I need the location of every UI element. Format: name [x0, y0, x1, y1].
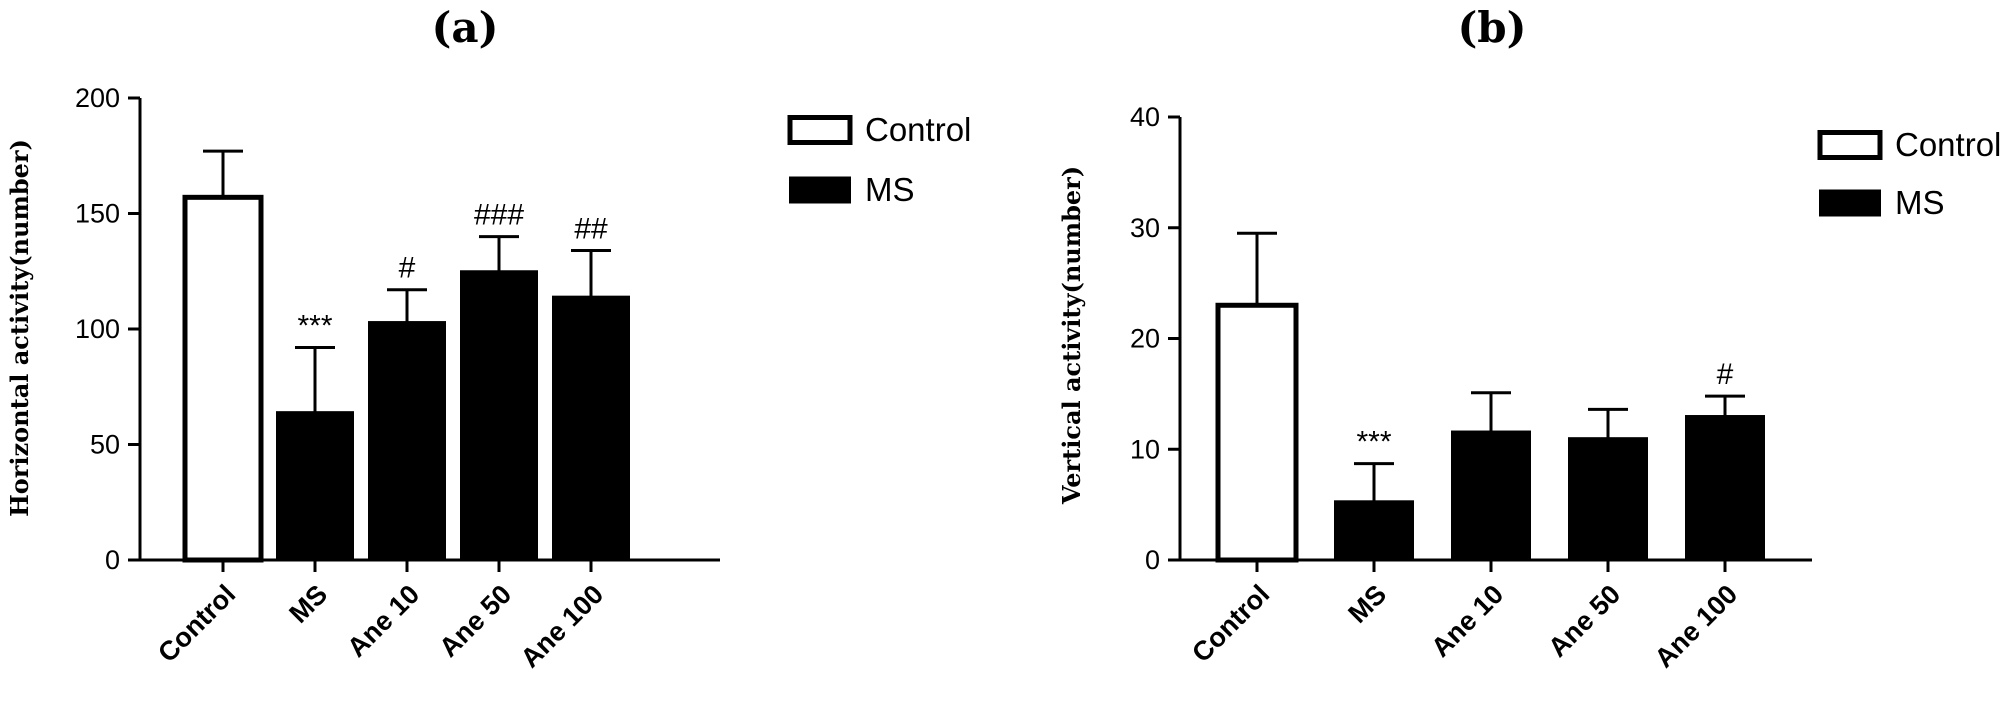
x-tick-label: Ane 100 — [1649, 579, 1743, 673]
x-tick-label: Ane 100 — [515, 579, 609, 673]
significance-label: ## — [574, 212, 608, 245]
y-tick-label: 40 — [1130, 102, 1160, 132]
x-tick-label: Control — [1186, 579, 1275, 668]
chart-panel-a: (a) 0 50 100 150 200 Horizontal activity(numbe… — [5, 3, 971, 673]
bar — [1334, 500, 1414, 561]
legend-swatch — [789, 176, 851, 204]
chart-panel-b: (b) 0 10 20 30 40 Vertical activity(number) Con… — [1057, 3, 2001, 673]
legend-swatch — [1817, 130, 1883, 160]
x-tick-label: MS — [283, 579, 333, 629]
significance-label: # — [1717, 358, 1734, 391]
y-tick-label: 100 — [75, 314, 120, 344]
legend-label: MS — [1895, 184, 1945, 221]
legend-swatch — [1819, 189, 1881, 217]
bar — [1215, 302, 1299, 563]
y-axis-title: Horizontal activity(number) — [5, 139, 34, 517]
x-tick-label: Ane 50 — [1542, 579, 1626, 663]
bar — [1451, 430, 1531, 561]
y-tick-label: 0 — [105, 545, 120, 575]
significance-label: # — [399, 252, 416, 285]
x-tick-label: Ane 50 — [433, 579, 517, 663]
bar — [276, 411, 354, 561]
y-tick-label: 50 — [90, 430, 120, 460]
y-tick-label: 30 — [1130, 213, 1160, 243]
y-tick-label: 10 — [1130, 434, 1160, 464]
x-tick-label: Ane 10 — [341, 579, 425, 663]
y-tick-label: 20 — [1130, 324, 1160, 354]
y-tick-label: 0 — [1145, 545, 1160, 575]
significance-label: *** — [1356, 426, 1391, 459]
y-tick-label: 200 — [75, 83, 120, 113]
legend-label: Control — [1895, 126, 2001, 163]
panel-label: (b) — [1457, 3, 1526, 52]
x-tick-label: MS — [1342, 579, 1392, 629]
panel-label: (a) — [432, 3, 499, 52]
bar — [1568, 437, 1648, 561]
significance-label: ### — [474, 199, 524, 232]
bar — [1685, 415, 1765, 561]
x-tick-label: Ane 10 — [1425, 579, 1509, 663]
significance-label: *** — [297, 309, 332, 342]
legend-swatch — [787, 115, 853, 145]
y-tick-label: 150 — [75, 199, 120, 229]
legend-label: MS — [865, 171, 915, 208]
legend-label: Control — [865, 111, 971, 148]
bar — [182, 194, 264, 563]
y-axis-title: Vertical activity(number) — [1057, 166, 1086, 505]
bar — [368, 321, 446, 561]
x-tick-label: Control — [152, 579, 241, 668]
bar — [460, 270, 538, 561]
bar — [552, 295, 630, 561]
